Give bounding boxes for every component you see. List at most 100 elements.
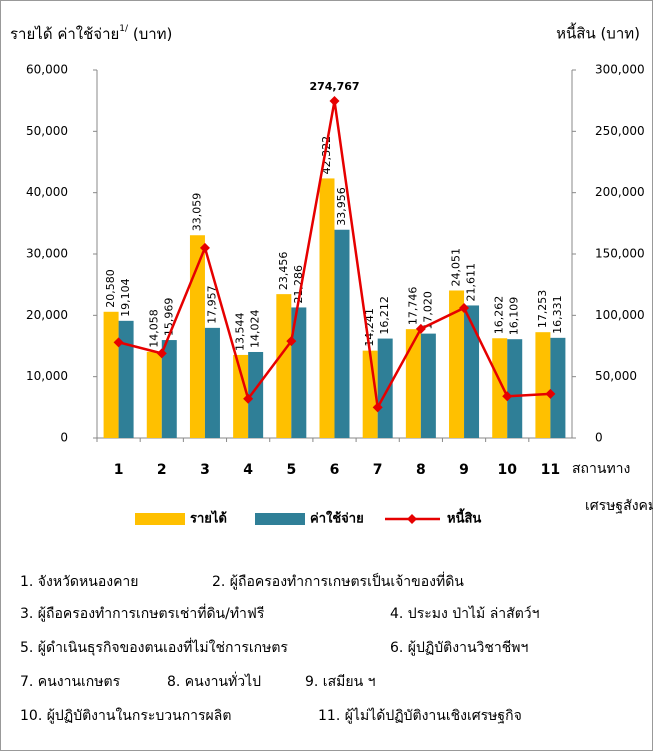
y2-tick-label: 0 — [595, 431, 603, 445]
bar-value-label: 19,104 — [119, 278, 132, 317]
y-tick-label: 0 — [60, 431, 68, 445]
y-tick-label: 40,000 — [26, 185, 68, 199]
x-tick-label: 1 — [114, 462, 124, 478]
legend-swatch — [255, 513, 305, 525]
debt-marker — [372, 402, 383, 413]
debt-marker — [545, 388, 556, 399]
x-tick-label: 10 — [497, 462, 517, 478]
x-axis-label: เศรษฐสังคม — [585, 498, 653, 514]
bar-value-label: 17,020 — [421, 291, 434, 330]
note: 1. จังหวัดหนองคาย — [20, 574, 139, 590]
x-tick-label: 4 — [243, 462, 253, 478]
debt-marker — [415, 323, 426, 334]
x-tick-label: 6 — [330, 462, 340, 478]
bar — [276, 294, 292, 438]
y2-tick-label: 250,000 — [595, 124, 645, 138]
bar — [550, 337, 566, 438]
bar-value-label: 16,262 — [493, 296, 506, 335]
bar-value-label: 14,058 — [147, 309, 160, 348]
bar — [248, 351, 264, 438]
x-tick-label: 11 — [541, 462, 560, 478]
bar — [464, 305, 480, 438]
legend-label: ค่าใช้จ่าย — [310, 510, 364, 527]
bar-value-label: 14,024 — [249, 309, 262, 348]
bar-value-label: 24,051 — [450, 248, 463, 287]
x-tick-label: 3 — [200, 462, 210, 478]
debt-marker — [329, 95, 340, 106]
bar-value-label: 33,059 — [190, 193, 203, 232]
legend-marker — [407, 514, 417, 524]
bar — [334, 229, 350, 438]
bar — [118, 320, 134, 438]
bar — [492, 338, 508, 438]
note: 6. ผู้ปฏิบัติงานวิชาชีพฯ — [390, 640, 528, 656]
debt-marker — [113, 337, 124, 348]
debt-marker — [156, 348, 167, 359]
x-tick-label: 5 — [286, 462, 296, 478]
bar — [449, 290, 465, 438]
y-tick-label: 50,000 — [26, 124, 68, 138]
y-tick-label: 20,000 — [26, 308, 68, 322]
note: 4. ประมง ป่าไม้ ล่าสัตว์ฯ — [390, 605, 540, 622]
bar — [377, 338, 393, 438]
bar — [405, 329, 421, 438]
bar-value-label: 16,331 — [551, 295, 564, 334]
y2-tick-label: 300,000 — [595, 63, 645, 77]
debt-marker — [243, 393, 254, 404]
bar — [146, 351, 162, 438]
bar — [535, 332, 551, 438]
bar-value-label: 16,212 — [378, 296, 391, 335]
legend-swatch — [135, 513, 185, 525]
bar-value-label: 17,253 — [536, 290, 549, 329]
bar — [420, 333, 436, 438]
note: 5. ผู้ดำเนินธุรกิจของตนเองที่ไม่ใช่การเก… — [20, 638, 288, 656]
debt-marker — [199, 242, 210, 253]
y-tick-label: 30,000 — [26, 247, 68, 261]
bar-value-label: 17,746 — [406, 287, 419, 326]
debt-marker — [459, 302, 470, 313]
note: 2. ผู้ถือครองทำการเกษตรเป็นเจ้าของที่ดิน — [212, 572, 464, 590]
y2-tick-label: 150,000 — [595, 247, 645, 261]
debt-marker — [502, 391, 513, 402]
bar — [233, 354, 249, 438]
y2-tick-label: 200,000 — [595, 185, 645, 199]
bar — [103, 311, 119, 438]
x-tick-label: 9 — [459, 462, 469, 478]
note: 11. ผู้ไม่ได้ปฏิบัติงานเชิงเศรษฐกิจ — [318, 707, 522, 724]
y2-tick-label: 50,000 — [595, 369, 637, 383]
note: 9. เสมียน ฯ — [305, 674, 375, 690]
debt-value-label: 274,767 — [309, 80, 359, 93]
bar-value-label: 20,580 — [104, 269, 117, 308]
x-axis-label: สถานทาง — [572, 461, 630, 477]
bar-value-label: 13,544 — [234, 312, 247, 350]
y-axis-label: รายได้ ค่าใช้จ่าย1/ (บาท) — [10, 24, 172, 43]
bar-value-label: 23,456 — [277, 252, 290, 291]
bar-value-label: 17,957 — [205, 285, 218, 324]
x-tick-label: 2 — [157, 462, 167, 478]
y-tick-label: 10,000 — [26, 369, 68, 383]
bar-value-label: 21,611 — [465, 263, 478, 302]
bar — [507, 339, 523, 438]
legend-label: รายได้ — [190, 510, 227, 527]
note: 3. ผู้ถือครองทำการเกษตรเช่าที่ดิน/ทำฟรี — [20, 604, 265, 622]
note: 10. ผู้ปฏิบัติงานในกระบวนการผลิต — [20, 707, 231, 724]
bar — [319, 178, 335, 439]
legend-label: หนี้สิน — [447, 508, 481, 527]
bar-value-label: 33,956 — [335, 187, 348, 226]
y-tick-label: 60,000 — [26, 63, 68, 77]
x-tick-label: 8 — [416, 462, 426, 478]
x-tick-label: 7 — [373, 462, 383, 478]
y2-axis-label: หนี้สิน (บาท) — [556, 23, 640, 43]
y2-tick-label: 100,000 — [595, 308, 645, 322]
note: 8. คนงานทั่วไป — [167, 672, 261, 690]
debt-marker — [286, 336, 297, 347]
bar-value-label: 14,241 — [363, 308, 376, 347]
bar-value-label: 21,286 — [292, 265, 305, 304]
bar — [161, 340, 177, 438]
bar-value-label: 15,969 — [162, 298, 175, 337]
note: 7. คนงานเกษตร — [20, 674, 121, 690]
bar-value-label: 16,109 — [508, 297, 521, 336]
bar — [189, 235, 205, 438]
bar — [204, 327, 220, 438]
